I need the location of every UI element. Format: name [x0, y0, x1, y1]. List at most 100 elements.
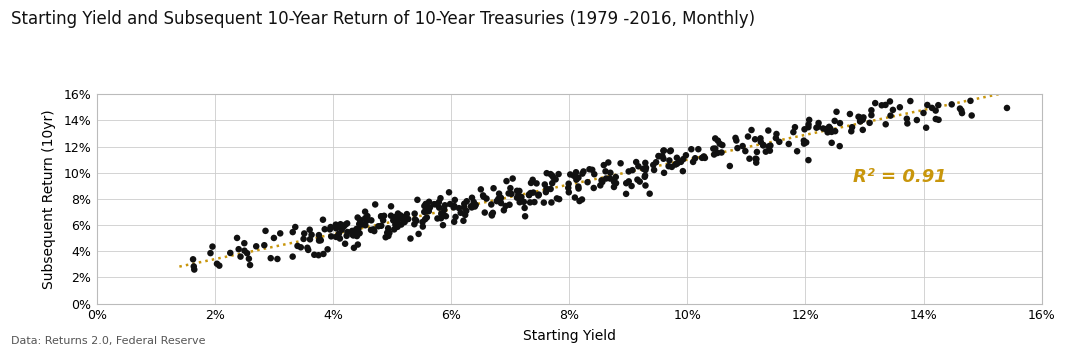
Point — [535, 200, 552, 206]
Point — [394, 216, 411, 222]
Point — [292, 245, 309, 250]
Point — [655, 148, 672, 153]
Point — [332, 221, 349, 227]
Point — [285, 229, 302, 235]
Point — [241, 256, 258, 261]
Point — [854, 127, 871, 133]
Point — [918, 102, 935, 108]
Point — [229, 235, 246, 241]
Point — [538, 186, 555, 191]
Point — [767, 135, 784, 141]
Point — [491, 191, 508, 196]
Point — [300, 247, 317, 253]
Point — [346, 245, 363, 251]
Point — [230, 246, 247, 252]
Point — [796, 141, 813, 147]
Point — [344, 232, 361, 237]
Point — [962, 98, 979, 104]
Point — [597, 176, 614, 181]
Point — [394, 214, 411, 220]
Point — [415, 224, 432, 229]
Point — [748, 156, 765, 162]
Point — [927, 116, 944, 122]
Point — [528, 180, 546, 186]
Point — [483, 211, 500, 217]
Point — [389, 220, 406, 225]
Point — [606, 179, 623, 185]
Point — [369, 223, 387, 229]
Point — [427, 202, 445, 207]
Point — [492, 200, 509, 206]
Point — [500, 202, 518, 208]
Point — [570, 175, 587, 180]
Point — [446, 219, 463, 225]
Point — [421, 205, 438, 210]
Point — [823, 140, 840, 146]
Point — [366, 202, 383, 207]
Point — [648, 159, 665, 165]
Point — [338, 221, 355, 226]
Point — [285, 254, 302, 259]
Point — [641, 191, 658, 196]
Point — [492, 198, 509, 203]
Point — [571, 198, 589, 204]
Point — [302, 237, 319, 242]
Point — [433, 215, 450, 221]
Point — [795, 138, 812, 143]
Point — [752, 139, 769, 145]
Point — [413, 219, 431, 225]
Point — [466, 204, 483, 209]
Point — [593, 178, 610, 183]
Point — [786, 124, 803, 130]
Point — [379, 230, 396, 236]
Point — [709, 150, 726, 156]
Point — [618, 180, 635, 186]
Point — [384, 218, 402, 223]
Point — [620, 169, 637, 174]
Point — [459, 199, 476, 204]
Point — [943, 102, 960, 107]
Point — [389, 222, 406, 228]
Point — [683, 147, 700, 152]
Point — [409, 197, 426, 203]
Point — [398, 211, 416, 217]
Point — [344, 228, 361, 234]
Point — [319, 246, 336, 252]
Point — [524, 177, 541, 183]
X-axis label: Starting Yield: Starting Yield — [523, 329, 615, 343]
Point — [902, 98, 919, 104]
Point — [545, 174, 562, 180]
Point — [388, 216, 405, 222]
Point — [349, 215, 366, 220]
Point — [357, 209, 374, 215]
Point — [380, 233, 397, 239]
Point — [632, 179, 649, 184]
Point — [299, 245, 316, 251]
Point — [759, 128, 777, 133]
Point — [295, 231, 313, 236]
Point — [425, 201, 442, 207]
Point — [315, 251, 332, 257]
Point — [817, 126, 834, 132]
Y-axis label: Subsequent Return (10yr): Subsequent Return (10yr) — [42, 109, 56, 289]
Point — [560, 185, 577, 191]
Point — [395, 216, 412, 222]
Point — [771, 139, 788, 144]
Point — [497, 203, 514, 209]
Point — [891, 104, 909, 110]
Point — [525, 190, 542, 195]
Point — [560, 181, 577, 186]
Point — [707, 136, 724, 141]
Point — [705, 146, 722, 151]
Point — [861, 120, 879, 126]
Point — [204, 244, 221, 250]
Point — [328, 222, 345, 228]
Point — [538, 170, 555, 176]
Point — [232, 254, 249, 259]
Point — [727, 135, 744, 141]
Point — [456, 212, 474, 218]
Point — [490, 196, 507, 202]
Point — [574, 197, 591, 202]
Point — [601, 176, 619, 181]
Point — [248, 244, 265, 249]
